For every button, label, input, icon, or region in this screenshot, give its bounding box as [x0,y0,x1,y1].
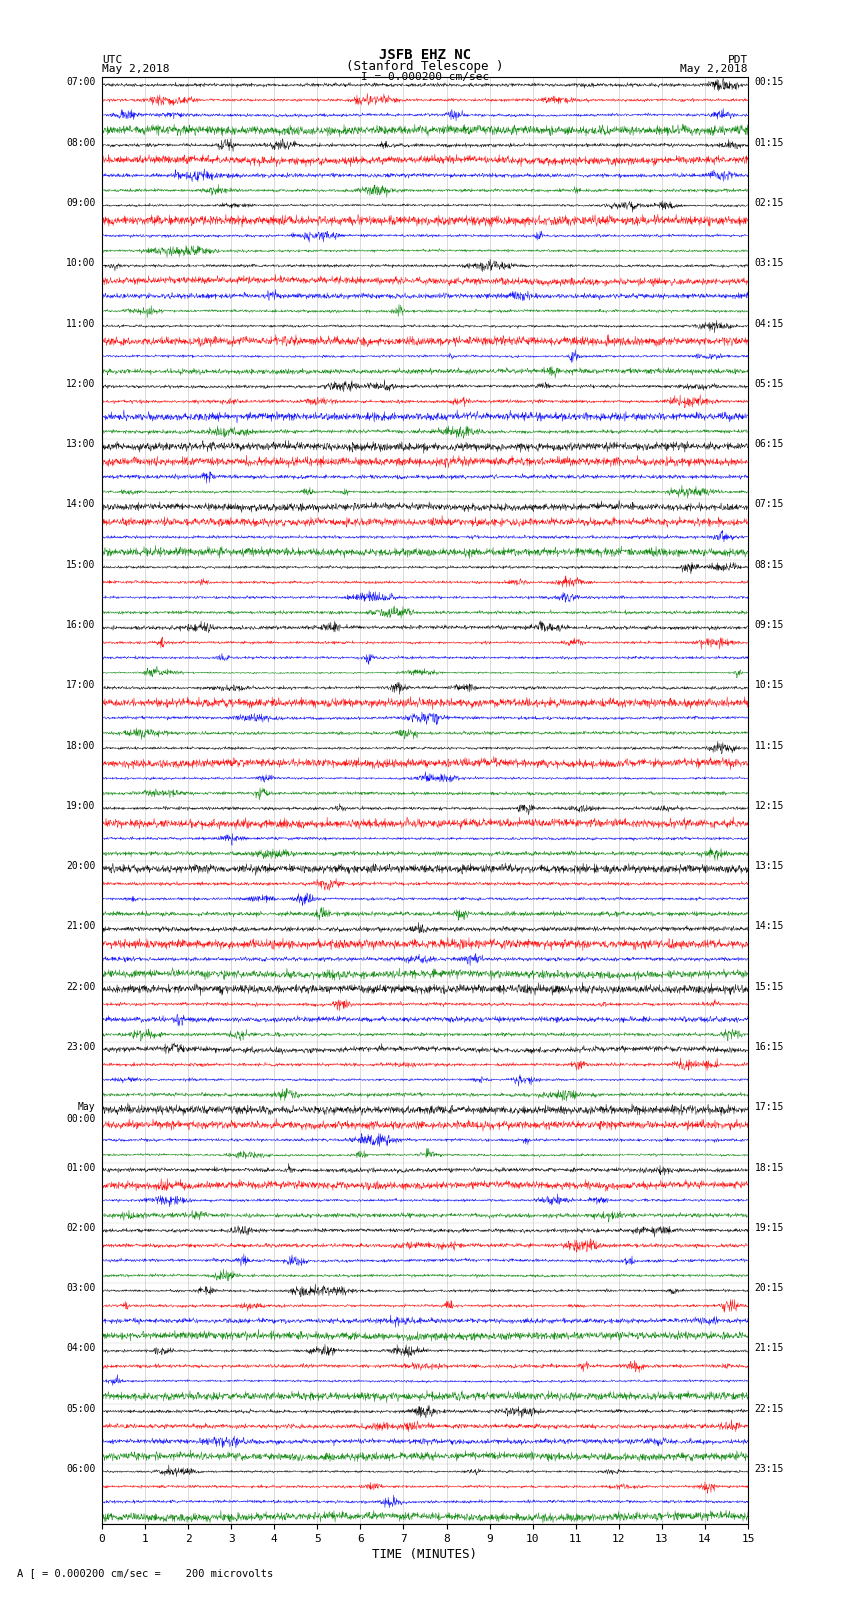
Text: 03:00: 03:00 [66,1282,95,1294]
Text: 13:00: 13:00 [66,439,95,448]
Text: JSFB EHZ NC: JSFB EHZ NC [379,48,471,61]
Text: 08:00: 08:00 [66,137,95,148]
Text: 00:15: 00:15 [755,77,784,87]
Text: 05:15: 05:15 [755,379,784,389]
Text: 14:00: 14:00 [66,500,95,510]
Text: 06:15: 06:15 [755,439,784,448]
Text: 17:00: 17:00 [66,681,95,690]
Text: UTC: UTC [102,55,122,65]
Text: 13:15: 13:15 [755,861,784,871]
Text: 03:15: 03:15 [755,258,784,268]
Text: 08:15: 08:15 [755,560,784,569]
Text: 07:15: 07:15 [755,500,784,510]
Text: 15:15: 15:15 [755,982,784,992]
Text: (Stanford Telescope ): (Stanford Telescope ) [346,60,504,73]
Text: 02:00: 02:00 [66,1223,95,1232]
Text: 19:00: 19:00 [66,800,95,811]
Text: 22:00: 22:00 [66,982,95,992]
Text: 18:15: 18:15 [755,1163,784,1173]
Text: 21:00: 21:00 [66,921,95,931]
Text: 05:00: 05:00 [66,1403,95,1413]
Text: 07:00: 07:00 [66,77,95,87]
Text: PDT: PDT [728,55,748,65]
Text: May 2,2018: May 2,2018 [102,65,169,74]
Text: 02:15: 02:15 [755,198,784,208]
Text: 11:00: 11:00 [66,319,95,329]
Text: 20:00: 20:00 [66,861,95,871]
Text: 18:00: 18:00 [66,740,95,750]
Text: 23:00: 23:00 [66,1042,95,1052]
Text: 21:15: 21:15 [755,1344,784,1353]
Text: 23:15: 23:15 [755,1465,784,1474]
X-axis label: TIME (MINUTES): TIME (MINUTES) [372,1548,478,1561]
Text: A [ = 0.000200 cm/sec =    200 microvolts: A [ = 0.000200 cm/sec = 200 microvolts [17,1568,273,1578]
Text: 06:00: 06:00 [66,1465,95,1474]
Text: 15:00: 15:00 [66,560,95,569]
Text: 12:00: 12:00 [66,379,95,389]
Text: I = 0.000200 cm/sec: I = 0.000200 cm/sec [361,73,489,82]
Text: 10:00: 10:00 [66,258,95,268]
Text: 17:15: 17:15 [755,1102,784,1113]
Text: 20:15: 20:15 [755,1282,784,1294]
Text: 16:15: 16:15 [755,1042,784,1052]
Text: 14:15: 14:15 [755,921,784,931]
Text: 10:15: 10:15 [755,681,784,690]
Text: 16:00: 16:00 [66,619,95,631]
Text: 01:15: 01:15 [755,137,784,148]
Text: 19:15: 19:15 [755,1223,784,1232]
Text: 04:00: 04:00 [66,1344,95,1353]
Text: 09:15: 09:15 [755,619,784,631]
Text: 09:00: 09:00 [66,198,95,208]
Text: 12:15: 12:15 [755,800,784,811]
Text: May
00:00: May 00:00 [66,1102,95,1124]
Text: 22:15: 22:15 [755,1403,784,1413]
Text: May 2,2018: May 2,2018 [681,65,748,74]
Text: 01:00: 01:00 [66,1163,95,1173]
Text: 04:15: 04:15 [755,319,784,329]
Text: 11:15: 11:15 [755,740,784,750]
